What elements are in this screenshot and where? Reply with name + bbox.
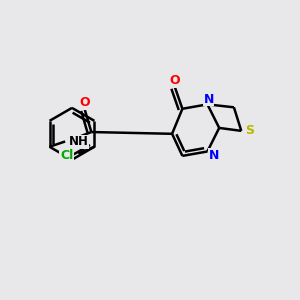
Text: N: N <box>209 148 219 161</box>
Text: NH: NH <box>69 135 88 148</box>
Text: Cl: Cl <box>60 149 73 162</box>
Text: N: N <box>203 93 214 106</box>
Text: S: S <box>246 124 255 137</box>
Text: O: O <box>80 96 90 109</box>
Text: O: O <box>170 74 180 87</box>
